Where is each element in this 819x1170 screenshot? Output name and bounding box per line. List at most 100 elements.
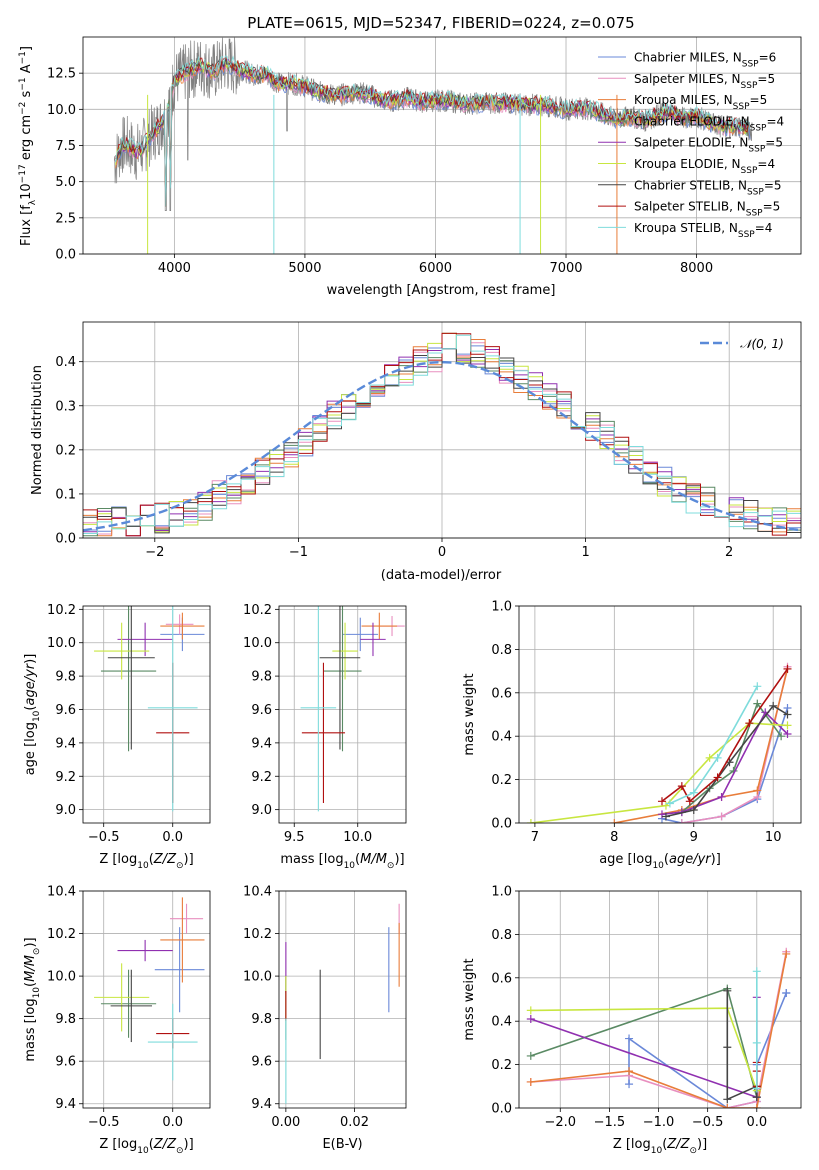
panel-xlabel: E(B-V) — [322, 1137, 362, 1152]
axes-frame — [518, 890, 802, 1109]
weight-plot — [526, 662, 792, 823]
x-tick-label: −0.5 — [88, 1115, 120, 1130]
y-tick-label: 9.0 — [55, 803, 76, 818]
weight-marker — [717, 792, 726, 801]
x-tick-label: 0.0 — [162, 830, 183, 845]
spectrum-xlabel: wavelength [Angstrom, rest frame] — [327, 283, 556, 298]
y-tick-label: 10.0 — [47, 970, 76, 985]
panel-ylabel: mass weight — [462, 673, 477, 755]
panel-ylabel: mass [log10(M/M⊙)] — [23, 937, 42, 1061]
residual-histogram — [83, 334, 801, 534]
y-tick-label: 9.0 — [251, 803, 272, 818]
x-tick-label: 0.02 — [340, 1115, 369, 1130]
spectrum-ylabel: Flux [fλ10−17 erg cm−2 s−1 A−1] — [18, 46, 38, 246]
spectrum-plot — [113, 37, 754, 254]
legend-label: Chabrier MILES, NSSP=6 — [634, 51, 776, 70]
x-tick-label: 7000 — [549, 261, 582, 276]
weight-marker — [745, 719, 754, 728]
y-tick-label: 9.4 — [251, 1097, 272, 1112]
weight-marker — [526, 1015, 535, 1024]
weight-marker — [677, 782, 686, 791]
y-tick-label: 0.1 — [55, 487, 76, 502]
weight-plot — [526, 947, 791, 1108]
x-tick-label: 9 — [690, 830, 698, 845]
panel-xlabel: Z [log10(Z/Z⊙)] — [99, 852, 193, 871]
y-tick-label: 9.6 — [251, 703, 272, 718]
y-tick-label: 12.5 — [47, 67, 76, 82]
y-tick-label: 0.0 — [55, 248, 76, 263]
y-tick-label: 9.8 — [251, 670, 272, 685]
weight-marker — [783, 710, 792, 719]
y-tick-label: 9.4 — [55, 1097, 76, 1112]
weight-marker — [625, 1067, 634, 1076]
weight-marker — [753, 682, 762, 691]
x-tick-label: −1.5 — [594, 1115, 626, 1130]
y-tick-label: 0.3 — [55, 399, 76, 414]
x-tick-label: 0.0 — [162, 1115, 183, 1130]
weight-marker — [685, 797, 694, 806]
weight-marker — [752, 1104, 761, 1108]
errorbar-plot — [285, 903, 400, 1104]
y-tick-label: 10.2 — [243, 927, 272, 942]
legend-label: Salpeter STELIB, NSSP=5 — [634, 200, 780, 219]
x-tick-label: 10.0 — [343, 830, 372, 845]
weight-marker — [777, 732, 786, 741]
legend-label: Kroupa MILES, NSSP=5 — [634, 93, 767, 112]
legend-label: Chabrier STELIB, NSSP=5 — [634, 178, 782, 197]
y-tick-label: 10.0 — [47, 636, 76, 651]
weight-marker — [783, 730, 792, 739]
y-tick-label: 1.0 — [491, 885, 512, 900]
weight-marker — [723, 986, 732, 995]
y-tick-label: 10.4 — [243, 885, 272, 900]
y-tick-label: 0.0 — [491, 817, 512, 832]
y-tick-label: 10.2 — [47, 927, 76, 942]
weight-line — [530, 997, 758, 1099]
model-line — [115, 55, 751, 207]
weight-marker — [753, 699, 762, 708]
weight-marker — [526, 1077, 535, 1086]
y-tick-label: 0.2 — [491, 773, 512, 788]
weight-marker — [783, 721, 792, 730]
weight-line — [530, 953, 788, 1108]
normal-curve — [83, 360, 801, 532]
weight-marker — [705, 753, 714, 762]
weight-marker — [625, 1080, 634, 1089]
y-tick-label: 10.2 — [47, 603, 76, 618]
weight-marker — [717, 812, 726, 821]
residual-xlabel: (data-model)/error — [381, 568, 502, 583]
axes-frame — [82, 890, 211, 1109]
weight-marker — [752, 1038, 761, 1047]
y-tick-label: 0.6 — [491, 686, 512, 701]
weight-marker — [752, 1084, 761, 1093]
y-tick-label: 0.4 — [491, 730, 512, 745]
weight-marker — [526, 1051, 535, 1060]
x-tick-label: 2 — [725, 545, 733, 560]
y-tick-label: 9.4 — [251, 736, 272, 751]
axes-frame — [82, 605, 211, 824]
x-tick-label: 8000 — [680, 261, 713, 276]
x-tick-label: −1 — [289, 545, 308, 560]
panel-ylabel: mass weight — [462, 958, 477, 1040]
axes-frame — [278, 890, 407, 1109]
weight-marker — [769, 701, 778, 710]
y-tick-label: 0.0 — [491, 1102, 512, 1117]
panel-xlabel: age [log10(age/yr)] — [599, 852, 721, 871]
weight-marker — [610, 819, 619, 823]
legend-label: Kroupa ELODIE, NSSP=4 — [634, 157, 775, 176]
residual-plot — [83, 332, 801, 537]
weight-marker — [657, 797, 666, 806]
y-tick-label: 10.0 — [243, 636, 272, 651]
weight-marker — [677, 819, 686, 823]
legend-label: 𝒩(0, 1) — [740, 337, 784, 351]
legend-label: Kroupa STELIB, NSSP=4 — [634, 221, 772, 240]
axes-frame — [518, 605, 802, 824]
y-tick-label: 7.5 — [55, 139, 76, 154]
y-tick-label: 0.2 — [55, 443, 76, 458]
weight-line — [669, 685, 758, 805]
y-tick-label: 9.4 — [55, 736, 76, 751]
x-tick-label: −2.0 — [544, 1115, 576, 1130]
weight-marker — [713, 773, 722, 782]
errorbar-plot — [94, 897, 205, 1081]
y-tick-label: 10.4 — [47, 885, 76, 900]
weight-marker — [752, 1093, 761, 1102]
